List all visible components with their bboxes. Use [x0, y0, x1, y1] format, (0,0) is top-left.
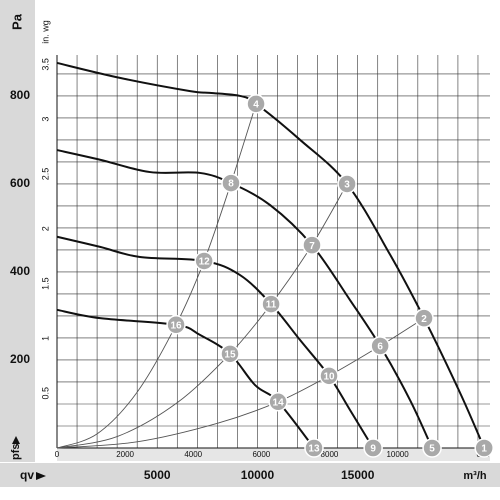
- point-label: 4: [253, 99, 259, 110]
- x-tick-label: 5000: [144, 468, 171, 482]
- x2-tick-label: 2000: [116, 450, 134, 459]
- y2-tick-label: 1.5: [40, 277, 50, 290]
- y-symbol: pfs: [10, 444, 22, 461]
- left-band: [0, 0, 35, 462]
- point-label: 7: [309, 241, 315, 252]
- y-tick-label: 200: [10, 352, 30, 366]
- operating-point: [370, 336, 390, 356]
- point-label: 2: [421, 314, 427, 325]
- y2-tick-label: 0.5: [40, 387, 50, 400]
- x-axis-title: m³/h: [463, 470, 487, 482]
- operating-point: [261, 294, 281, 314]
- system-curve: [56, 317, 425, 449]
- y2-tick-label: 2: [40, 226, 50, 231]
- point-label: 11: [266, 300, 277, 311]
- point-label: 15: [224, 349, 236, 360]
- x-tick-label: 15000: [341, 468, 375, 482]
- point-label: 5: [429, 444, 435, 455]
- operating-point: [363, 438, 383, 458]
- x2-tick-label: 10000: [386, 450, 409, 459]
- y2-axis-title: in. wg: [40, 20, 50, 44]
- point-label: 6: [377, 342, 383, 353]
- operating-point: [414, 308, 434, 328]
- x2-tick-label: 6000: [252, 450, 270, 459]
- point-label: 10: [323, 371, 335, 382]
- fan-curve: [56, 308, 315, 449]
- operating-point: [166, 315, 186, 335]
- operating-point: [304, 438, 324, 458]
- y2-tick-label: 2.5: [40, 168, 50, 181]
- operating-point: [319, 366, 339, 386]
- y2-tick-label: 3.5: [40, 58, 50, 71]
- operating-point: [221, 173, 241, 193]
- point-label: 13: [308, 444, 320, 455]
- bottom-band: [0, 463, 500, 487]
- point-label: 14: [273, 397, 285, 408]
- fan-curve: [56, 235, 374, 449]
- y2-tick-label: 3: [40, 117, 50, 122]
- operating-point: [194, 251, 214, 271]
- y-tick-label: 800: [10, 88, 30, 102]
- point-label: 1: [481, 444, 487, 455]
- x-tick-label: 10000: [241, 468, 275, 482]
- x2-tick-label: 0: [55, 450, 60, 459]
- operating-point: [246, 94, 266, 114]
- y-tick-label: 400: [10, 264, 30, 278]
- point-label: 8: [228, 179, 234, 190]
- operating-point: [422, 438, 442, 458]
- point-label: 9: [370, 444, 376, 455]
- point-label: 12: [199, 257, 211, 268]
- operating-point: [220, 344, 240, 364]
- fan-curve: [56, 149, 433, 449]
- y-axis-title: Pa: [9, 13, 24, 30]
- y2-tick-label: 1: [40, 336, 50, 341]
- point-label: 3: [344, 180, 350, 191]
- operating-point: [337, 174, 357, 194]
- system-curve: [56, 103, 257, 449]
- fan-curve: [56, 61, 486, 449]
- operating-point: [474, 438, 494, 458]
- x2-tick-label: 4000: [184, 450, 202, 459]
- x2-tick-label: 8000: [321, 450, 339, 459]
- x-symbol: qv: [20, 468, 34, 482]
- y-tick-label: 600: [10, 176, 30, 190]
- operating-point: [268, 392, 288, 412]
- x-arrow: [36, 472, 46, 480]
- y-arrow: [12, 436, 20, 444]
- operating-point: [302, 235, 322, 255]
- point-label: 16: [171, 320, 183, 331]
